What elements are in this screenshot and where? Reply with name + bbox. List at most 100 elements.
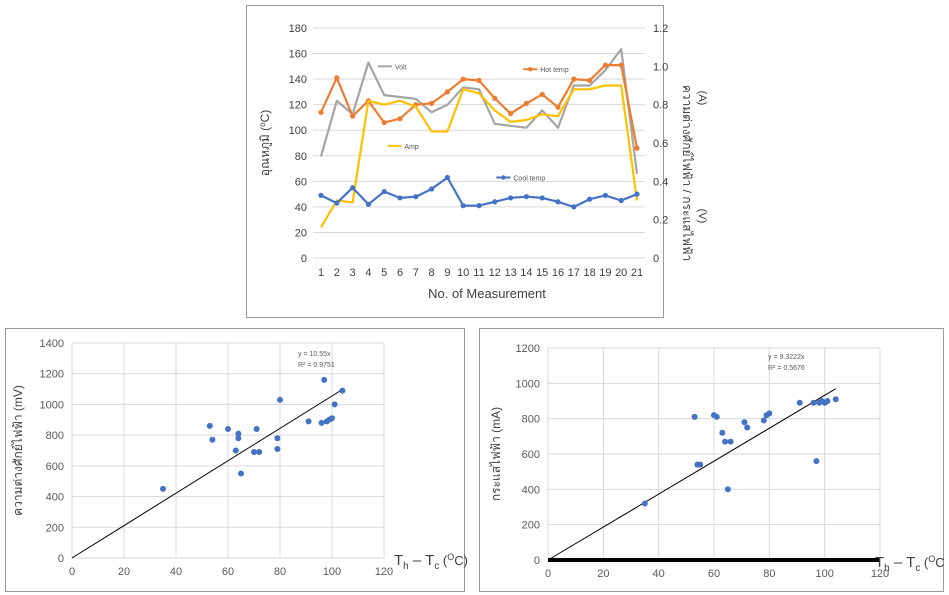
data-point [225, 426, 231, 432]
data-point [697, 461, 704, 468]
x-tick: 13 [504, 267, 516, 279]
data-point [274, 435, 281, 442]
data-point [334, 200, 340, 206]
x-tick: 9 [444, 267, 450, 279]
data-point [209, 436, 216, 443]
data-point [719, 429, 726, 436]
data-point [277, 396, 283, 403]
data-point [460, 76, 466, 82]
data-point [476, 203, 482, 209]
x-tick: 60 [222, 566, 234, 578]
y-axis-title-left: อุณหภูมิ (oC) [258, 110, 273, 177]
legend-label: Cool temp [513, 176, 545, 183]
legend-marker [501, 175, 506, 180]
y-tick: 200 [522, 520, 540, 532]
data-point [832, 396, 839, 403]
y-tick-right: 0.2 [653, 215, 668, 227]
y-axis-unit-a: (A) [696, 91, 708, 106]
legend-marker [528, 67, 533, 72]
trendline-r2: R² = 0.5676 [768, 365, 805, 372]
data-point [329, 415, 335, 422]
y-tick: 1200 [516, 343, 540, 355]
data-point [331, 401, 338, 408]
data-point [722, 438, 729, 445]
y-axis-title-right-text: ความต่างศักย์ไฟฟ้า / กระแสไฟฟ้า [680, 85, 694, 261]
y-tick-right: 1.2 [653, 23, 668, 35]
y-tick-right: 0.6 [653, 138, 668, 150]
panel-current-scatter: 0 200 400 600 800 1000 1200 0 20 40 60 80 100 120 y = … [479, 328, 945, 592]
x-tick: 6 [397, 267, 403, 279]
data-point [634, 145, 640, 151]
data-point [256, 449, 263, 456]
data-point [413, 194, 419, 200]
x-axis-title: Th – Tc (OC [875, 554, 945, 574]
data-point [727, 438, 734, 445]
x-tick: 40 [653, 568, 665, 580]
data-point [235, 435, 242, 442]
data-point [444, 89, 450, 95]
data-point [523, 194, 529, 200]
x-tick: 12 [489, 267, 501, 279]
data-point [238, 470, 244, 477]
y-tick: 600 [522, 449, 540, 461]
y-tick-left: 80 [295, 151, 307, 163]
y-tick: 0 [58, 553, 64, 565]
data-point [724, 486, 731, 493]
voltage-scatter-chart: 0 200 400 600 800 1000 1200 1400 0 20 40 60 80 100 120… [11, 338, 468, 578]
series-line-amp [320, 84, 639, 228]
data-point [305, 418, 312, 425]
data-point [796, 399, 803, 406]
panel-line-chart: 0 20 40 60 80 100 120 140 160 180 0 0.2 0.4 0.6 0.8 1.0… [246, 5, 708, 318]
y-tick: 1400 [40, 338, 64, 350]
data-point [741, 419, 748, 426]
data-point [618, 197, 624, 204]
x-tick: 1 [318, 267, 324, 279]
y-tick: 200 [46, 522, 64, 534]
x-tick: 21 [631, 267, 643, 279]
data-point [318, 109, 324, 115]
x-tick: 80 [763, 568, 775, 580]
data-point [318, 192, 324, 198]
y-tick: 800 [522, 414, 540, 426]
data-point [429, 100, 435, 106]
data-point [274, 445, 281, 452]
y-axis-unit-v: (V) [696, 209, 708, 224]
data-point [760, 417, 767, 424]
series-line-volt [319, 47, 639, 174]
y-tick-right: 0.8 [653, 100, 668, 112]
y-tick: 1000 [516, 378, 540, 390]
data-point [555, 199, 561, 205]
x-tick: 4 [365, 267, 371, 279]
data-point [476, 77, 482, 83]
data-point [602, 62, 608, 68]
x-tick: 120 [375, 566, 393, 578]
y-axis-title: กระแสไฟฟ้า (mA) [489, 407, 503, 501]
x-tick: 17 [568, 267, 580, 279]
data-point [160, 485, 166, 492]
data-point [334, 75, 340, 81]
legend-label: Hot temp [540, 67, 569, 74]
y-tick-left: 160 [289, 49, 307, 61]
data-point [318, 419, 325, 426]
y-tick-left: 100 [289, 125, 307, 137]
data-point [350, 113, 356, 119]
y-tick-left: 20 [295, 227, 307, 239]
x-tick: 60 [708, 568, 720, 580]
data-point [508, 195, 514, 201]
data-point [397, 116, 403, 122]
y-tick: 400 [46, 492, 64, 504]
data-point [232, 447, 239, 454]
y-tick-left: 120 [289, 100, 307, 112]
data-point [251, 449, 257, 456]
data-point [444, 174, 450, 181]
x-tick: 11 [473, 267, 484, 279]
data-point [429, 186, 435, 192]
y-tick-right: 0 [653, 253, 659, 265]
y-tick: 400 [522, 484, 540, 496]
data-point [691, 413, 698, 420]
y-tick: 1000 [40, 399, 64, 411]
y-tick-left: 0 [301, 253, 307, 265]
x-tick: 2 [334, 267, 340, 279]
x-tick: 19 [599, 267, 611, 279]
legend-label: Amp [404, 144, 419, 151]
